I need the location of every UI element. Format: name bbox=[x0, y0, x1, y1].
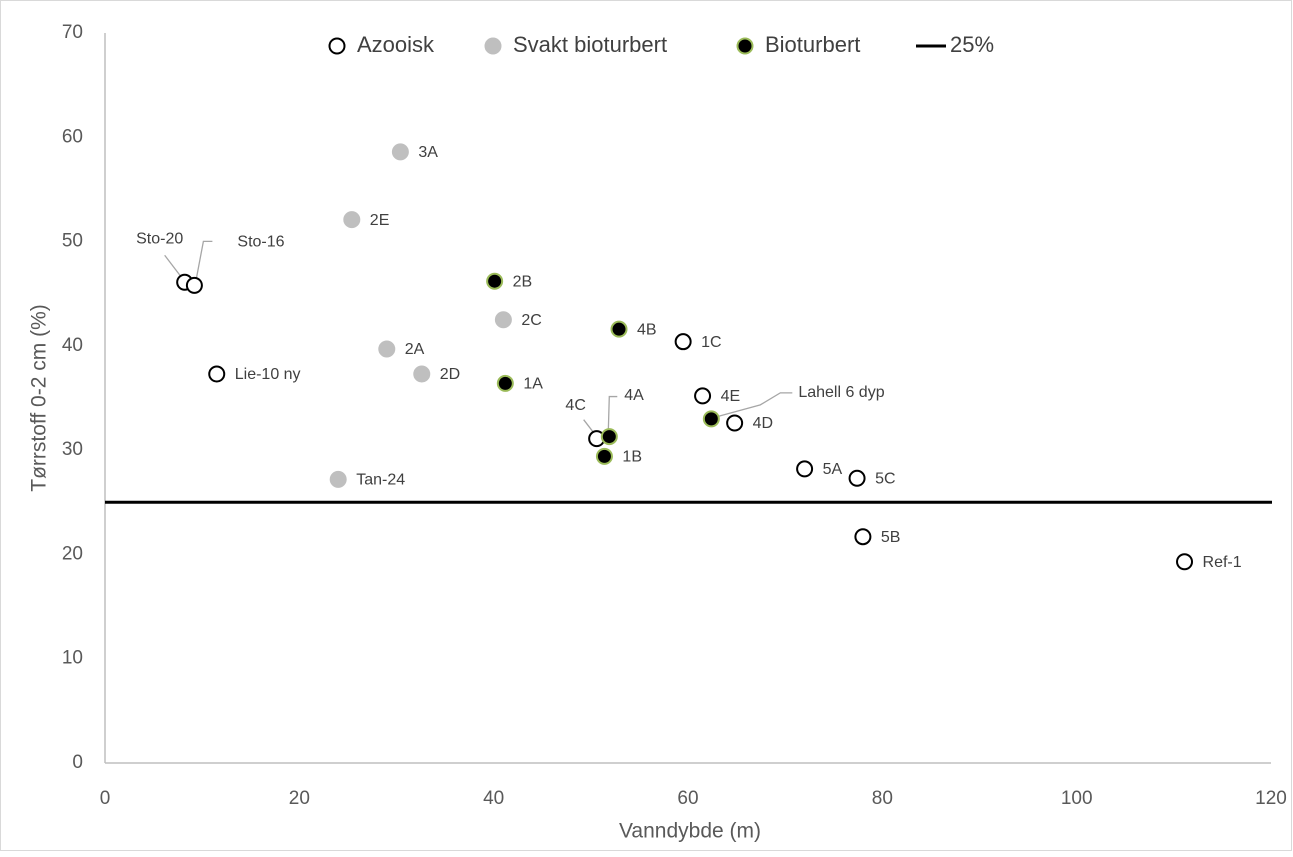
data-label: 4E bbox=[721, 388, 741, 405]
point bbox=[854, 528, 872, 546]
data-label: 5A bbox=[823, 461, 843, 478]
data-label: 1B bbox=[622, 449, 642, 466]
data-label: 2B bbox=[513, 273, 533, 290]
data-label: 4B bbox=[637, 321, 657, 338]
y-tick-label: 50 bbox=[62, 231, 83, 252]
x-tick-label: 60 bbox=[677, 788, 698, 809]
data-label: 2D bbox=[440, 366, 460, 383]
data-label: 5C bbox=[875, 471, 895, 488]
data-label: 2E bbox=[370, 212, 390, 229]
data-label: Sto-20 bbox=[136, 230, 183, 247]
point bbox=[848, 469, 866, 487]
y-tick-label: 70 bbox=[62, 22, 83, 43]
data-label: 4A bbox=[624, 387, 644, 404]
point bbox=[496, 374, 514, 392]
data-label: 4D bbox=[753, 415, 773, 432]
x-tick-label: 0 bbox=[100, 788, 111, 809]
y-tick-label: 0 bbox=[72, 752, 83, 773]
leader-line bbox=[164, 254, 182, 277]
y-tick-label: 20 bbox=[62, 543, 83, 564]
point bbox=[413, 365, 431, 383]
point bbox=[329, 470, 347, 488]
data-label: Sto-16 bbox=[237, 234, 284, 251]
point bbox=[600, 428, 618, 446]
data-label: Tan-24 bbox=[356, 472, 405, 489]
data-label: Lahell 6 dyp bbox=[798, 384, 884, 401]
point bbox=[595, 447, 613, 465]
point bbox=[391, 143, 409, 161]
y-tick-label: 30 bbox=[62, 439, 83, 460]
data-label: 2A bbox=[405, 341, 425, 358]
data-label: 2C bbox=[521, 312, 541, 329]
point bbox=[1176, 553, 1194, 571]
leader-line bbox=[607, 395, 618, 432]
point bbox=[494, 311, 512, 329]
y-axis-title: Tørrstoff 0-2 cm (%) bbox=[28, 304, 51, 491]
data-label: 1A bbox=[523, 376, 543, 393]
legend-marker bbox=[736, 37, 754, 55]
point bbox=[378, 340, 396, 358]
data-label: 3A bbox=[418, 144, 438, 161]
y-tick-label: 60 bbox=[62, 126, 83, 147]
point bbox=[208, 365, 226, 383]
data-label: 5B bbox=[881, 529, 901, 546]
data-label: 4C bbox=[565, 397, 585, 414]
data-label: Ref-1 bbox=[1203, 554, 1242, 571]
leader-line bbox=[716, 392, 793, 418]
point bbox=[486, 272, 504, 290]
legend-label: 25% bbox=[950, 32, 994, 57]
x-tick-label: 120 bbox=[1255, 788, 1287, 809]
x-axis-title: Vanndybde (m) bbox=[619, 820, 761, 843]
leader-line bbox=[195, 240, 213, 279]
point bbox=[610, 320, 628, 338]
leader-line bbox=[583, 419, 595, 434]
legend-marker bbox=[328, 37, 346, 55]
point bbox=[726, 414, 744, 432]
x-tick-label: 40 bbox=[483, 788, 504, 809]
point bbox=[796, 460, 814, 478]
point bbox=[674, 333, 692, 351]
legend-label: Svakt bioturbert bbox=[513, 32, 667, 57]
point bbox=[343, 211, 361, 229]
point bbox=[702, 410, 720, 428]
x-tick-label: 20 bbox=[289, 788, 310, 809]
y-tick-label: 10 bbox=[62, 648, 83, 669]
x-tick-label: 100 bbox=[1061, 788, 1093, 809]
point bbox=[694, 387, 712, 405]
x-tick-label: 80 bbox=[872, 788, 893, 809]
y-tick-label: 40 bbox=[62, 335, 83, 356]
data-label: 1C bbox=[701, 334, 721, 351]
data-label: Lie-10 ny bbox=[235, 366, 301, 383]
legend-marker bbox=[484, 37, 502, 55]
legend-label: Bioturbert bbox=[765, 32, 860, 57]
point bbox=[185, 276, 203, 294]
legend-label: Azooisk bbox=[357, 32, 435, 57]
